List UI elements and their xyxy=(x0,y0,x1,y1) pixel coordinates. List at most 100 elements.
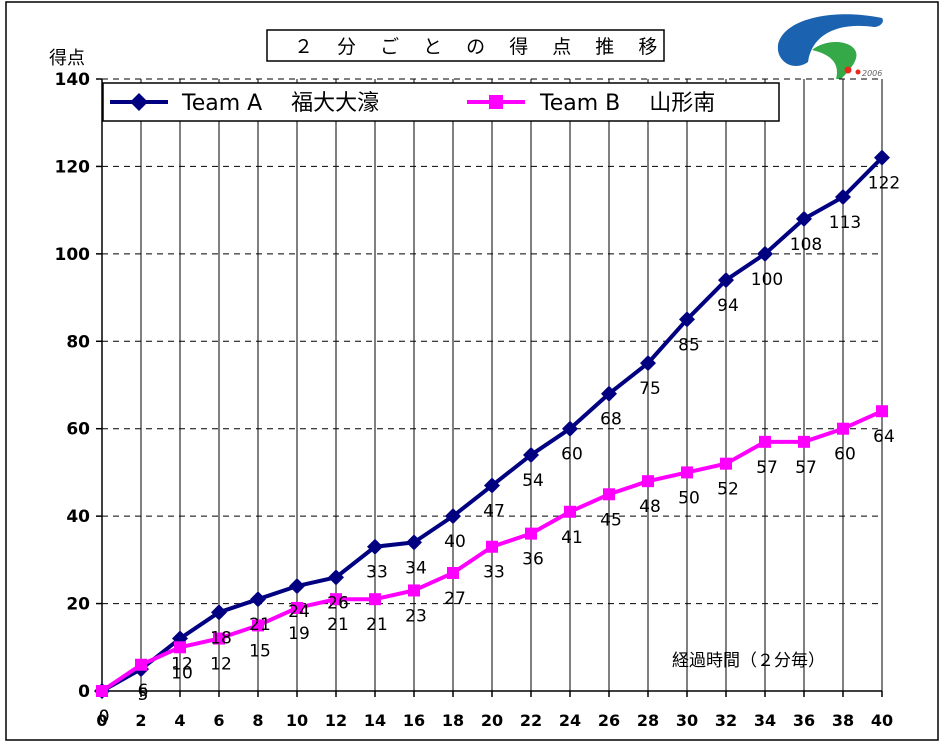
data-point-team-a xyxy=(445,508,461,525)
x-tick-label: 4 xyxy=(174,711,185,730)
x-tick-label: 38 xyxy=(832,711,854,730)
data-label-team-b: 21 xyxy=(327,615,349,635)
data-point-team-a xyxy=(718,272,734,289)
data-label-team-b: 27 xyxy=(444,589,466,609)
data-label-team-b: 52 xyxy=(717,480,739,500)
legend-label-team-b: Team B 山形南 xyxy=(539,91,715,116)
data-label-team-a: 34 xyxy=(405,558,427,578)
data-label-team-a: 24 xyxy=(288,602,310,622)
data-label-team-a: 100 xyxy=(751,270,783,290)
data-point-team-b xyxy=(525,527,537,540)
x-tick-label: 30 xyxy=(676,711,698,730)
legend-marker-team-b xyxy=(489,95,503,109)
data-label-team-a: 5 xyxy=(138,685,149,705)
data-point-team-a xyxy=(289,578,305,595)
data-label-team-b: 45 xyxy=(600,510,622,530)
data-label-team-a: 108 xyxy=(790,235,822,255)
logo-red-dot xyxy=(844,66,852,74)
x-axis-label: 経過時間（２分毎） xyxy=(672,651,825,671)
logo-blue-swoosh xyxy=(777,14,883,66)
data-point-team-b xyxy=(291,601,303,614)
data-point-team-a xyxy=(796,210,812,227)
data-point-team-b xyxy=(837,422,849,435)
data-point-team-a xyxy=(757,245,773,262)
x-tick-label: 8 xyxy=(252,711,263,730)
data-label-team-a: 122 xyxy=(868,174,900,194)
data-label-team-a: 85 xyxy=(678,335,700,355)
data-label-team-a: 47 xyxy=(483,502,505,522)
y-tick-label: 40 xyxy=(66,507,90,527)
data-label-team-a: 21 xyxy=(249,615,271,635)
legend-label-team-a: Team A 福大大濠 xyxy=(181,91,379,116)
data-label-team-a: 94 xyxy=(717,296,739,316)
data-label-team-b: 41 xyxy=(561,528,583,548)
y-axis-label: 得点 xyxy=(49,48,85,69)
data-point-team-b xyxy=(681,466,693,479)
x-tick-label: 32 xyxy=(715,711,737,730)
event-logo: 2006 xyxy=(777,14,883,90)
y-tick-label: 80 xyxy=(66,332,90,352)
data-point-team-a xyxy=(601,385,617,402)
x-tick-label: 34 xyxy=(754,711,776,730)
data-point-team-a xyxy=(640,355,656,372)
x-tick-label: 36 xyxy=(793,711,815,730)
data-label-team-b: 60 xyxy=(834,445,856,465)
data-label-team-a: 113 xyxy=(829,213,861,233)
data-point-team-b xyxy=(330,593,342,606)
x-tick-label: 40 xyxy=(871,711,893,730)
legend-box xyxy=(102,82,780,122)
data-point-team-b xyxy=(447,566,459,579)
data-label-team-a: 26 xyxy=(327,593,349,613)
data-label-team-b: 36 xyxy=(522,550,544,570)
x-tick-label: 24 xyxy=(559,711,581,730)
data-label-team-b: 57 xyxy=(795,458,817,478)
data-label-team-b: 64 xyxy=(873,427,895,447)
data-label-team-b: 19 xyxy=(288,624,310,644)
data-label-team-b: 12 xyxy=(210,655,232,675)
data-point-team-a xyxy=(679,311,695,328)
y-tick-label: 100 xyxy=(55,245,91,265)
data-label-team-b: 10 xyxy=(171,663,193,683)
data-label-team-b: 33 xyxy=(483,563,505,583)
logo-caption: 2006 xyxy=(862,69,882,78)
data-point-team-a xyxy=(328,569,344,586)
series-layer xyxy=(94,149,890,699)
data-point-team-a xyxy=(562,420,578,437)
data-point-team-b xyxy=(564,505,576,518)
data-point-team-a xyxy=(211,604,227,621)
data-point-team-b xyxy=(408,584,420,597)
data-label-team-a: 54 xyxy=(522,471,544,491)
data-label-team-a: 18 xyxy=(210,628,232,648)
x-tick-label: 20 xyxy=(481,711,503,730)
data-point-team-a xyxy=(406,534,422,551)
data-point-team-b xyxy=(174,641,186,654)
data-label-team-a: 68 xyxy=(600,410,622,430)
x-tick-label: 12 xyxy=(325,711,347,730)
x-tick-label: 14 xyxy=(364,711,386,730)
data-label-team-b: 21 xyxy=(366,615,388,635)
data-point-team-b xyxy=(213,632,225,645)
data-point-team-b xyxy=(135,658,147,671)
chart-title: ２ 分 ご と の 得 点 推 移 xyxy=(294,36,666,58)
y-tick-label: 20 xyxy=(66,595,90,615)
data-point-team-b xyxy=(876,405,888,418)
data-point-team-b xyxy=(642,475,654,488)
data-label-team-a: 75 xyxy=(639,379,661,399)
data-label-team-a: 60 xyxy=(561,445,583,465)
legend: Team A 福大大濠 Team B 山形南 xyxy=(102,82,780,122)
y-tick-label: 140 xyxy=(55,70,91,90)
data-point-team-b xyxy=(759,435,771,448)
data-label-team-b: 23 xyxy=(405,606,427,626)
y-tick-label: 60 xyxy=(66,420,90,440)
data-point-team-a xyxy=(367,538,383,555)
data-point-team-a xyxy=(835,189,851,206)
data-label-team-b: 15 xyxy=(249,641,271,661)
data-point-team-b xyxy=(252,619,264,632)
logo-red-dot-small xyxy=(855,69,861,75)
data-point-team-b xyxy=(798,435,810,448)
grid xyxy=(102,78,883,691)
